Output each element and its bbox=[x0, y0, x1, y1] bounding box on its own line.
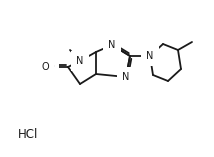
Text: N: N bbox=[122, 72, 130, 82]
Text: N: N bbox=[108, 40, 116, 50]
Text: N: N bbox=[76, 56, 84, 66]
Text: N: N bbox=[146, 51, 154, 61]
Text: O: O bbox=[41, 62, 49, 72]
Text: HCl: HCl bbox=[18, 128, 38, 141]
Text: O: O bbox=[46, 62, 54, 72]
